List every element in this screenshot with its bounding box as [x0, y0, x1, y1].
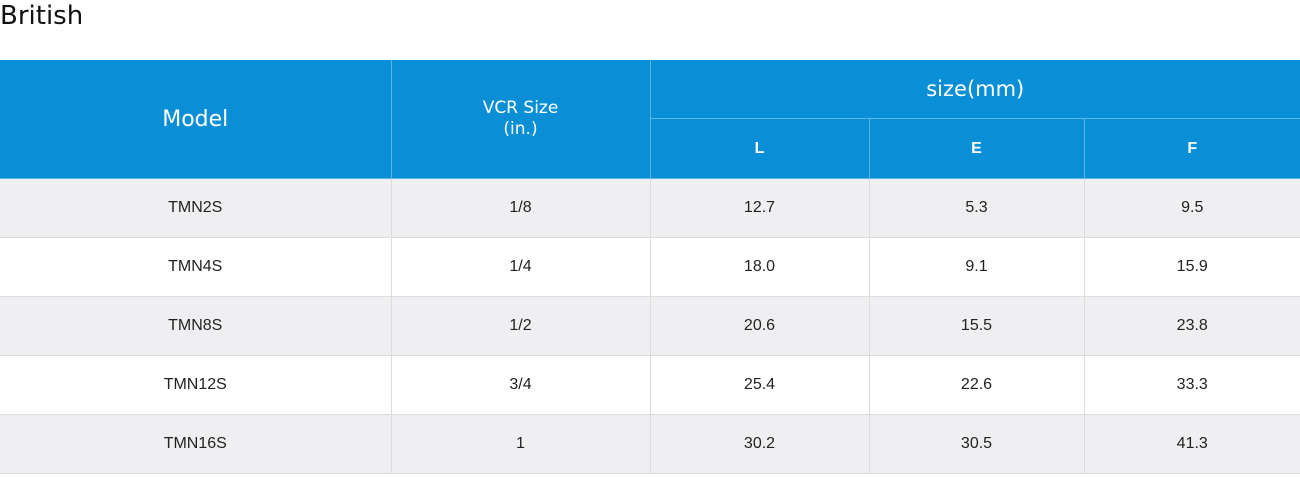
- cell-l: 18.0: [649, 237, 870, 297]
- cell-e: 15.5: [868, 296, 1085, 356]
- cell-vcr-size: 1/8: [390, 178, 651, 238]
- table-row: TMN16S 1 30.2 30.5 41.3: [0, 414, 1300, 474]
- cell-e: 22.6: [868, 355, 1085, 415]
- header-vcr-size: VCR Size (in.): [390, 60, 651, 179]
- cell-model: TMN12S: [0, 355, 392, 415]
- cell-e: 5.3: [868, 178, 1085, 238]
- cell-f: 9.5: [1083, 178, 1300, 238]
- cell-model: TMN8S: [0, 296, 392, 356]
- table-row: TMN8S 1/2 20.6 15.5 23.8: [0, 296, 1300, 356]
- cell-e: 9.1: [868, 237, 1085, 297]
- cell-l: 12.7: [649, 178, 870, 238]
- cell-f: 33.3: [1083, 355, 1300, 415]
- table-row: TMN2S 1/8 12.7 5.3 9.5: [0, 178, 1300, 238]
- cell-vcr-size: 1/4: [390, 237, 651, 297]
- cell-l: 25.4: [649, 355, 870, 415]
- cell-vcr-size: 1: [390, 414, 651, 474]
- cell-l: 30.2: [649, 414, 870, 474]
- cell-model: TMN4S: [0, 237, 392, 297]
- table-row: TMN12S 3/4 25.4 22.6 33.3: [0, 355, 1300, 415]
- header-l: L: [650, 118, 870, 179]
- header-vcr-size-line2: (in.): [503, 119, 538, 139]
- header-size-group: size(mm): [649, 60, 1300, 119]
- cell-vcr-size: 3/4: [390, 355, 651, 415]
- header-e: E: [868, 118, 1085, 179]
- table-row: TMN4S 1/4 18.0 9.1 15.9: [0, 237, 1300, 297]
- cell-model: TMN16S: [0, 414, 392, 474]
- table-body: TMN2S 1/8 12.7 5.3 9.5 TMN4S 1/4 18.0 9.…: [0, 178, 1300, 474]
- cell-e: 30.5: [868, 414, 1085, 474]
- header-model: Model: [0, 60, 392, 179]
- cell-l: 20.6: [649, 296, 870, 356]
- section-title: British: [0, 1, 84, 31]
- cell-model: TMN2S: [0, 178, 392, 238]
- cell-f: 15.9: [1083, 237, 1300, 297]
- header-f: F: [1083, 118, 1300, 179]
- cell-f: 23.8: [1083, 296, 1300, 356]
- cell-vcr-size: 1/2: [390, 296, 651, 356]
- header-vcr-size-line1: VCR Size: [482, 98, 559, 118]
- cell-f: 41.3: [1083, 414, 1300, 474]
- spec-table: Model VCR Size (in.) size(mm) L E F TMN2…: [0, 60, 1300, 474]
- table-header: Model VCR Size (in.) size(mm) L E F: [0, 60, 1300, 179]
